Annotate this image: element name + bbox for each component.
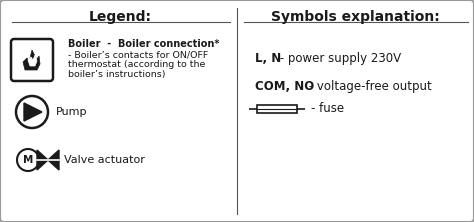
Text: Valve actuator: Valve actuator (64, 155, 145, 165)
Text: Legend:: Legend: (89, 10, 152, 24)
FancyBboxPatch shape (11, 39, 53, 81)
Polygon shape (37, 150, 48, 170)
Circle shape (16, 96, 48, 128)
Text: L, N: L, N (255, 52, 281, 65)
Text: - power supply 230V: - power supply 230V (276, 52, 401, 65)
Polygon shape (48, 150, 59, 170)
Polygon shape (28, 55, 37, 66)
Text: Symbols explanation:: Symbols explanation: (271, 10, 439, 24)
Text: M: M (23, 155, 33, 165)
Polygon shape (24, 103, 42, 121)
Circle shape (17, 149, 39, 171)
Text: - fuse: - fuse (311, 103, 344, 115)
Text: Pump: Pump (56, 107, 88, 117)
Text: - Boiler’s contacts for ON/OFF: - Boiler’s contacts for ON/OFF (68, 50, 208, 59)
Text: COM, NO: COM, NO (255, 80, 314, 93)
Text: boiler’s instructions): boiler’s instructions) (68, 70, 165, 79)
Text: thermostat (according to the: thermostat (according to the (68, 60, 205, 69)
Bar (257, 105, 297, 113)
Polygon shape (23, 50, 40, 70)
Text: Boiler  -  Boiler connection*: Boiler - Boiler connection* (68, 39, 219, 49)
Text: - voltage-free output: - voltage-free output (305, 80, 432, 93)
